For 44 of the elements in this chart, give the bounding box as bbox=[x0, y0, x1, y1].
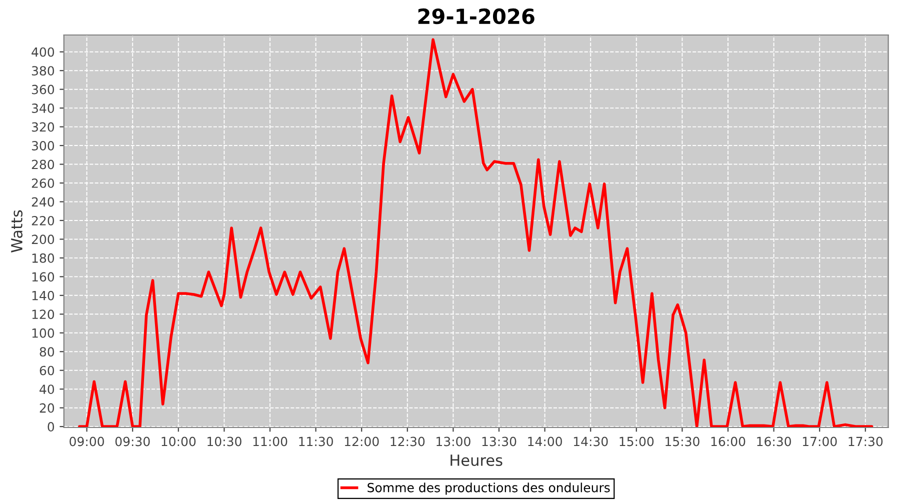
y-tick-label: 0 bbox=[48, 422, 54, 432]
x-tick-label: 10:30 bbox=[208, 436, 242, 446]
x-tick-label: 15:30 bbox=[666, 436, 700, 446]
y-tick-label: 240 bbox=[32, 197, 54, 207]
y-tick-label: 180 bbox=[32, 253, 54, 263]
y-tick-label: 360 bbox=[32, 84, 54, 94]
y-tick-label: 300 bbox=[32, 141, 54, 150]
y-tick-label: 260 bbox=[32, 178, 54, 188]
y-tick-label: 140 bbox=[32, 290, 54, 300]
y-tick-label: 80 bbox=[40, 347, 54, 357]
x-tick-label: 11:00 bbox=[253, 436, 288, 446]
y-tick-label: 20 bbox=[40, 403, 54, 413]
line-series bbox=[78, 38, 874, 428]
y-tick-label: 60 bbox=[40, 366, 54, 376]
chart-title: 29-1-2026 bbox=[418, 8, 534, 24]
x-tick-label: 09:30 bbox=[115, 436, 150, 446]
legend-label: Somme des productions des onduleurs bbox=[368, 482, 610, 495]
x-tick-label: 13:30 bbox=[482, 436, 516, 446]
y-tick-label: 200 bbox=[32, 234, 54, 244]
y-tick-label: 340 bbox=[32, 104, 54, 113]
y-tick-label: 100 bbox=[32, 328, 54, 338]
x-tick-label: 15:00 bbox=[620, 436, 654, 446]
x-tick-label: 14:00 bbox=[528, 436, 562, 446]
x-tick-label: 14:30 bbox=[574, 436, 608, 446]
y-tick-label: 220 bbox=[32, 216, 54, 226]
x-tick-label: 12:30 bbox=[390, 436, 425, 446]
y-tick-label: 320 bbox=[32, 122, 54, 132]
x-tick-label: 09:00 bbox=[70, 436, 104, 446]
y-tick-label: 120 bbox=[32, 310, 54, 320]
x-tick-label: 10:00 bbox=[162, 436, 196, 446]
x-tick-label: 17:00 bbox=[802, 436, 837, 446]
x-tick-label: 12:00 bbox=[344, 436, 379, 446]
y-tick-label: 280 bbox=[32, 160, 54, 170]
x-tick-label: 16:00 bbox=[711, 436, 746, 446]
x-tick-label: 11:30 bbox=[299, 436, 333, 446]
y-tick-label: 40 bbox=[40, 384, 54, 394]
x-tick-label: 16:30 bbox=[757, 436, 791, 446]
y-tick-label: 160 bbox=[32, 272, 54, 282]
x-axis-title: Heures bbox=[450, 454, 502, 466]
y-tick-label: 400 bbox=[32, 47, 54, 57]
x-tick-label: 17:30 bbox=[848, 436, 883, 446]
x-tick-label: 13:00 bbox=[436, 436, 470, 446]
y-tick-label: 380 bbox=[32, 66, 54, 76]
y-axis-title: Watts bbox=[11, 210, 22, 252]
